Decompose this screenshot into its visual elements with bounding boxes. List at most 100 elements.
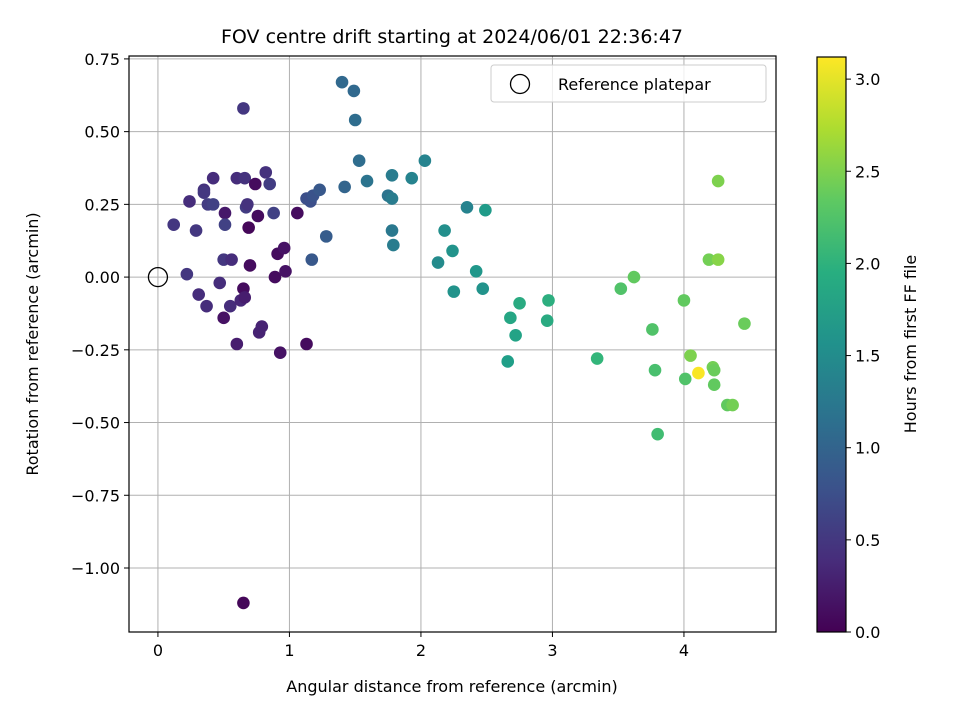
data-point: [167, 218, 181, 232]
data-point: [183, 195, 196, 208]
data-point: [476, 282, 490, 296]
data-point: [614, 282, 628, 296]
data-point: [255, 320, 269, 333]
data-point: [300, 337, 313, 351]
colorbar-gradient: [816, 56, 847, 633]
data-point: [648, 363, 662, 377]
data-point: [385, 224, 399, 237]
data-point: [540, 314, 554, 328]
data-point: [646, 323, 659, 336]
y-tick-label: −0.25: [71, 341, 120, 360]
data-point: [200, 299, 213, 313]
data-point: [237, 596, 250, 610]
data-point: [352, 154, 366, 168]
data-point: [189, 224, 203, 237]
colorbar-tick-label: 1.0: [855, 439, 880, 458]
data-point: [513, 296, 526, 310]
reference-platepar-marker: [147, 266, 169, 288]
data-point: [251, 209, 265, 223]
data-point: [707, 378, 721, 392]
data-point: [469, 264, 483, 278]
data-point: [509, 328, 522, 342]
reference-marker-group: [147, 266, 169, 288]
colorbar-tick-label: 2.5: [855, 162, 880, 181]
data-point: [447, 285, 461, 298]
colorbar-tick-label: 1.5: [855, 347, 880, 366]
data-point: [197, 186, 211, 200]
y-tick-label: 0.50: [84, 123, 120, 142]
data-point: [405, 171, 419, 185]
data-point: [387, 238, 400, 252]
x-tick-label: 2: [416, 641, 426, 660]
data-point: [218, 218, 232, 232]
x-tick-label: 0: [153, 641, 163, 660]
x-tick-label: 4: [679, 641, 689, 660]
data-point: [627, 270, 641, 284]
data-point: [268, 270, 282, 284]
data-point: [237, 102, 250, 115]
colorbar-tick-label: 3.0: [855, 70, 880, 89]
legend-entry-reference: Reference platepar: [558, 75, 711, 94]
data-point: [263, 177, 277, 191]
data-point: [273, 346, 287, 360]
y-tick-label: −0.75: [71, 486, 120, 505]
data-point: [348, 113, 362, 127]
data-point: [206, 171, 220, 185]
data-point: [206, 198, 220, 211]
legend-reference-marker: [509, 73, 531, 95]
x-axis-label: Angular distance from reference (arcmin): [286, 677, 617, 696]
data-point: [692, 366, 705, 380]
y-axis-label: Rotation from reference (arcmin): [23, 212, 42, 475]
data-point: [418, 154, 432, 168]
data-point: [707, 363, 721, 377]
data-point: [277, 241, 291, 255]
legend: Reference platepar: [490, 64, 767, 103]
y-axis-ticks: 0.75 0.50 0.25 0.00 −0.25 −0.50 −0.75 −1.00: [71, 50, 129, 578]
data-point: [248, 177, 262, 191]
data-point: [446, 244, 459, 258]
data-point: [192, 288, 205, 301]
colorbar-tick-label: 0.5: [855, 531, 880, 550]
data-point: [385, 192, 399, 205]
data-point: [313, 183, 326, 197]
data-point: [711, 253, 725, 266]
data-point: [711, 174, 725, 188]
data-point: [230, 337, 244, 351]
data-point: [217, 311, 230, 325]
data-point: [360, 174, 374, 188]
data-point: [225, 253, 238, 266]
data-point: [305, 253, 319, 266]
data-point: [501, 355, 515, 368]
data-point: [479, 203, 492, 217]
data-point: [291, 206, 304, 220]
data-point: [590, 352, 604, 365]
data-point: [242, 221, 255, 234]
data-points: [167, 75, 751, 610]
colorbar-tick-label: 0.0: [855, 623, 880, 642]
colorbar-tick-label: 2.0: [855, 254, 880, 273]
x-tick-label: 1: [284, 641, 294, 660]
y-tick-label: −0.50: [71, 414, 120, 433]
data-point: [347, 84, 361, 98]
data-point: [702, 253, 716, 266]
grid-lines: [129, 56, 776, 632]
data-point: [738, 317, 751, 330]
colorbar-label: Hours from first FF file: [901, 255, 920, 434]
colorbar-ticks: 0.0 0.5 1.0 1.5 2.0 2.5 3.0: [846, 70, 880, 642]
data-point: [335, 75, 349, 89]
y-tick-label: 0.00: [84, 268, 120, 287]
colorbar: 0.0 0.5 1.0 1.5 2.0 2.5 3.0 Hours from first F…: [816, 56, 920, 642]
data-point: [460, 200, 474, 214]
y-tick-label: 0.75: [84, 50, 120, 69]
chart-title: FOV centre drift starting at 2024/06/01 …: [221, 26, 683, 48]
data-point: [677, 294, 691, 307]
data-point: [338, 180, 351, 194]
data-point: [213, 276, 227, 290]
data-point: [431, 256, 445, 269]
data-point: [259, 166, 273, 179]
x-tick-label: 3: [547, 641, 557, 660]
data-point: [218, 206, 232, 220]
data-point: [684, 349, 697, 362]
data-point: [180, 267, 194, 281]
